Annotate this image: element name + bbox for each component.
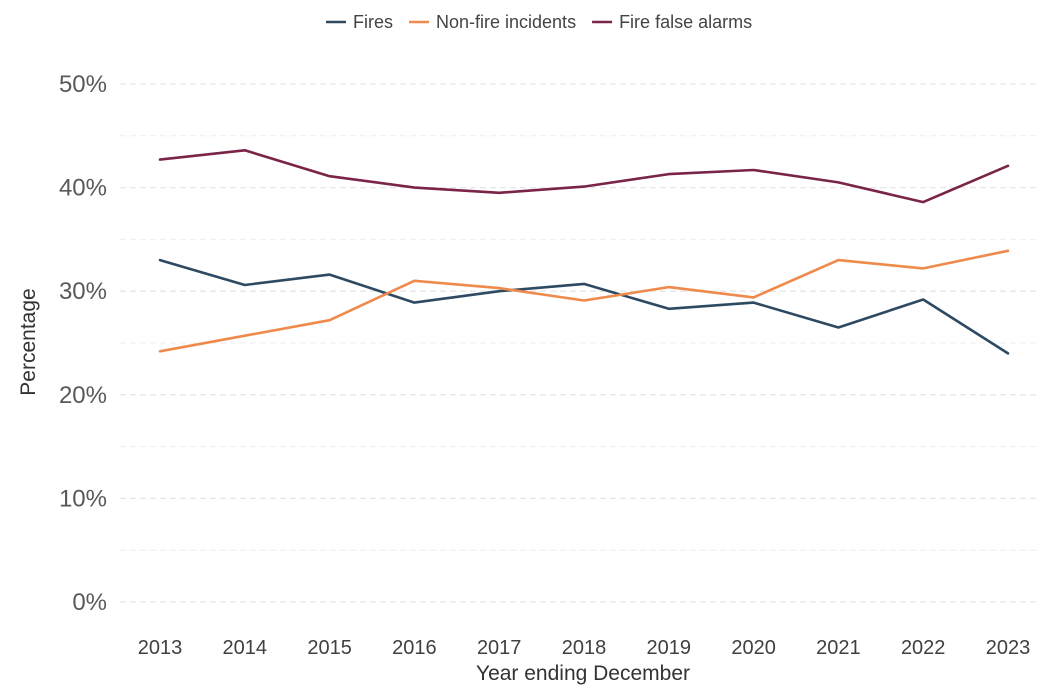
y-axis-title: Percentage [17,288,40,395]
legend-item-non-fire-incidents: Non-fire incidents [409,12,576,32]
x-tick-label: 2016 [392,637,437,659]
legend-label: Fire false alarms [619,12,752,32]
series-lines [160,150,1008,353]
x-tick-label: 2013 [138,637,183,659]
legend-label: Fires [353,12,393,32]
legend-item-fires: Fires [326,12,393,32]
x-axis-title: Year ending December [476,662,690,685]
legend-label: Non-fire incidents [436,12,576,32]
series-line-non-fire-incidents [160,251,1008,351]
x-tick-label: 2018 [562,637,607,659]
y-tick-label: 0% [72,589,107,616]
y-tick-label: 30% [59,278,107,305]
series-line-fire-false-alarms [160,150,1008,202]
x-tick-label: 2022 [901,637,946,659]
x-tick-label: 2017 [477,637,522,659]
y-tick-label: 20% [59,382,107,409]
x-tick-label: 2015 [307,637,352,659]
x-tick-label: 2023 [986,637,1031,659]
legend: Fires Non-fire incidents Fire false alarms [326,12,752,32]
legend-item-fire-false-alarms: Fire false alarms [592,12,752,32]
x-tick-label: 2014 [223,637,268,659]
y-axis-ticks: 0% 10% 20% 30% 40% 50% [59,71,107,616]
gridlines [120,84,1039,602]
x-tick-label: 2019 [647,637,692,659]
series-line-fires [160,260,1008,353]
y-tick-label: 10% [59,485,107,512]
x-axis-ticks: 2013 2014 2015 2016 2017 2018 2019 2020 2021 2022… [138,637,1031,659]
y-tick-label: 40% [59,175,107,202]
y-tick-label: 50% [59,71,107,98]
x-tick-label: 2021 [816,637,861,659]
x-tick-label: 2020 [731,637,776,659]
